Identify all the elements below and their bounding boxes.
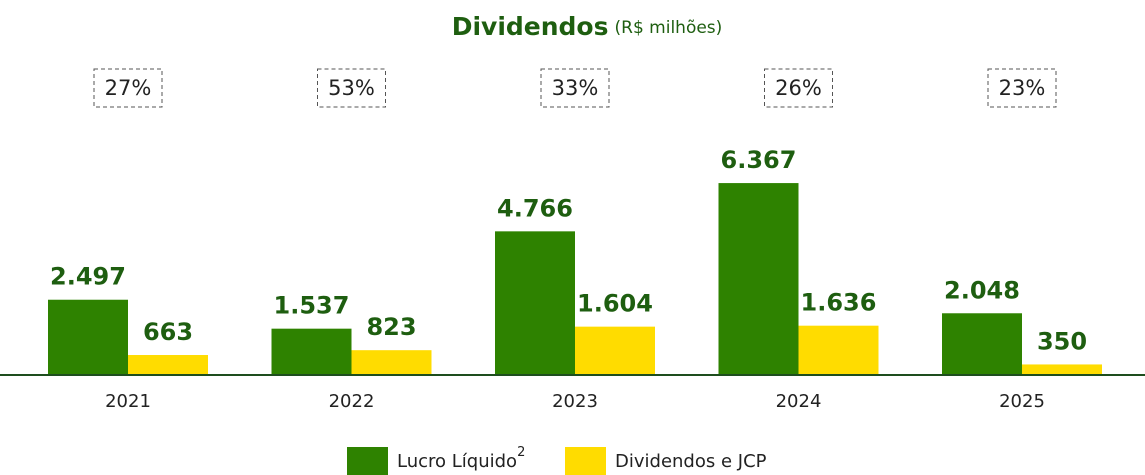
data-label: 2.048	[944, 276, 1020, 304]
annotation: 23%	[999, 76, 1046, 100]
data-label: 350	[1037, 327, 1087, 355]
x-tick-label: 2023	[552, 391, 598, 412]
bar	[798, 325, 879, 375]
legend-text: Dividendos e JCP	[615, 451, 767, 472]
chart-subtitle: (R$ milhões)	[615, 18, 723, 38]
bar	[575, 326, 655, 375]
bar	[128, 355, 208, 375]
bar	[271, 328, 352, 375]
annotation-box	[317, 68, 386, 108]
x-tick-label: 2024	[776, 391, 822, 412]
x-tick-label: 2025	[999, 391, 1045, 412]
bar	[48, 299, 128, 375]
data-label: 823	[366, 313, 416, 341]
annotation-box	[987, 68, 1057, 108]
annotation: 53%	[328, 76, 375, 100]
data-label: 1.604	[577, 290, 653, 318]
annotation-box	[540, 68, 610, 108]
data-label: 4.766	[497, 194, 573, 222]
chart-title-group: Dividendos (R$ milhões)	[452, 12, 723, 41]
legend-label: Lucro Líquido2	[397, 445, 525, 473]
annotation-box	[764, 68, 833, 108]
data-label: 2.497	[50, 263, 126, 291]
annotation: 27%	[105, 76, 152, 100]
data-label: 663	[143, 318, 193, 346]
bar	[942, 313, 1022, 375]
legend-text: Lucro Líquido	[397, 451, 517, 472]
legend-swatch	[565, 447, 606, 475]
annotation: 33%	[552, 76, 599, 100]
x-tick-label: 2022	[329, 391, 375, 412]
annotation-box	[93, 68, 163, 108]
data-label: 6.367	[721, 146, 797, 174]
data-label: 1.537	[274, 292, 350, 320]
annotation: 26%	[775, 76, 822, 100]
legend-label: Dividendos e JCP	[615, 451, 767, 472]
legend-note: 2	[517, 445, 525, 460]
legend-swatch	[347, 447, 388, 475]
data-label: 1.636	[801, 289, 877, 317]
x-tick-label: 2021	[105, 391, 151, 412]
bar	[718, 183, 799, 375]
bar	[351, 350, 432, 375]
chart-title: Dividendos	[452, 12, 609, 41]
bar	[495, 231, 575, 375]
bar	[1022, 364, 1102, 375]
